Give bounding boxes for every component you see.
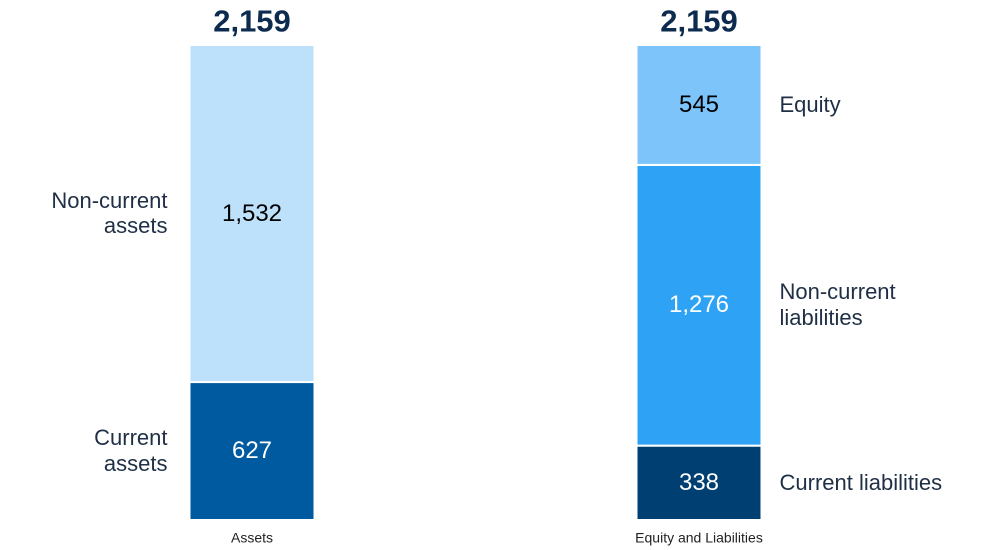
segment-label: Non-current liabilities — [779, 279, 896, 331]
bar-segment — [635, 44, 763, 166]
segment-label: Equity — [779, 91, 841, 117]
value-label: 545 — [678, 90, 720, 118]
value-label: 1,532 — [221, 199, 283, 227]
segment-label: Current liabilities — [779, 469, 943, 495]
value-label: 627 — [231, 436, 273, 464]
category-label: Assets — [230, 529, 274, 546]
segment-label: Current assets — [94, 425, 168, 477]
bar-segment — [188, 44, 316, 384]
segment-label: Non-current assets — [51, 187, 168, 239]
bar-segment — [188, 381, 316, 521]
value-label: 1,276 — [668, 291, 730, 319]
bar-segment — [635, 163, 763, 447]
total-label: 2,159 — [213, 3, 291, 39]
total-label: 2,159 — [660, 3, 738, 39]
category-label: Equity and Liabilities — [635, 529, 763, 546]
value-label: 338 — [678, 468, 720, 496]
